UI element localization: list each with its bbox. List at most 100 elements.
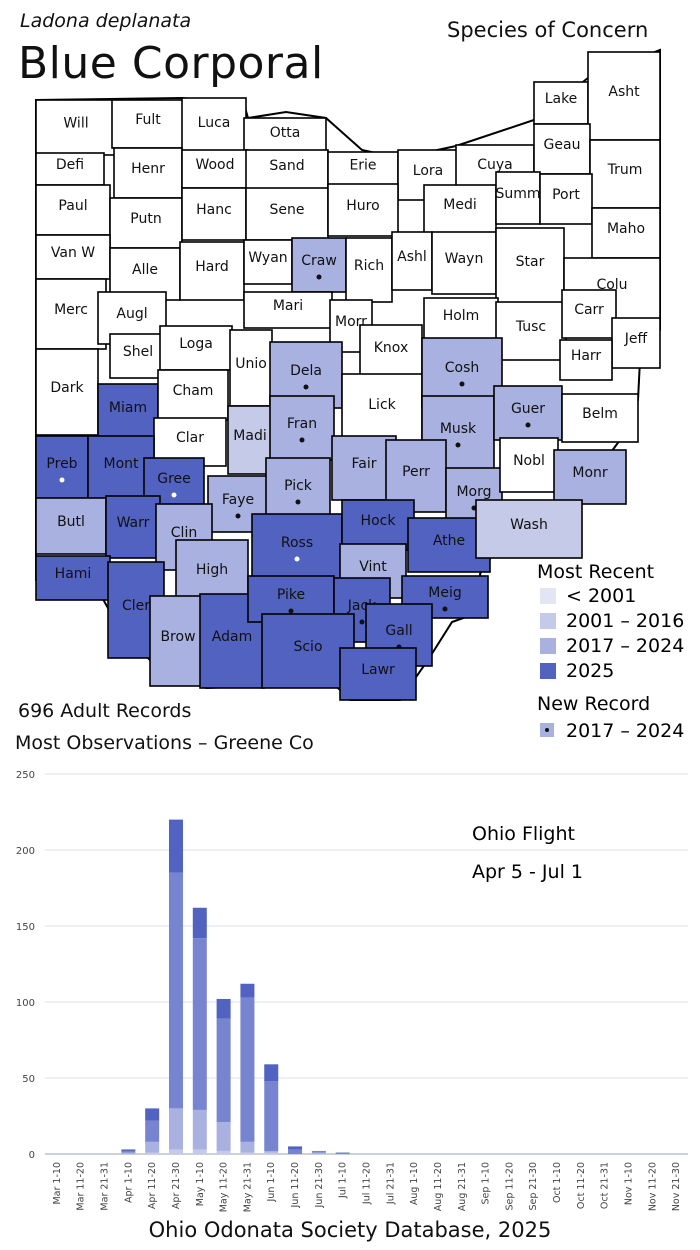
- county-label: Alle: [132, 262, 158, 278]
- county-shape: [495, 301, 567, 361]
- county-shape: [35, 152, 105, 186]
- new-record-marker: [171, 492, 177, 498]
- county-label: Dela: [290, 363, 322, 379]
- county-shape: [559, 339, 613, 381]
- county-label: Wyan: [248, 250, 287, 266]
- county-harr: Harr: [559, 339, 613, 381]
- county-shape: [539, 173, 593, 225]
- bar-segment: [216, 1150, 231, 1154]
- county-asht: Asht: [587, 51, 661, 141]
- county-shape: [475, 499, 583, 559]
- county-shape: [533, 123, 591, 175]
- county-label: Tusc: [515, 319, 546, 335]
- county-label: Henr: [131, 161, 165, 177]
- x-tick-label: Nov 11-20: [647, 1162, 658, 1211]
- chart-x-tick-labels: Mar 1-10 Mar 11-20 Mar 21-31 Apr 1-10 Apr 11…: [52, 1162, 682, 1212]
- county-lake: Lake: [533, 81, 589, 125]
- county-shape: [423, 297, 499, 343]
- bar-segment: [240, 997, 255, 1142]
- new-record-marker: [294, 556, 300, 562]
- county-label: Nobl: [513, 453, 545, 469]
- x-tick-label: Sep 11-20: [504, 1162, 515, 1211]
- county-label: Putn: [130, 211, 161, 227]
- county-shape: [109, 333, 167, 379]
- bar-segment: [121, 1152, 136, 1154]
- bar-segment: [264, 1064, 279, 1082]
- county-label: Faye: [222, 492, 254, 508]
- county-label: Loga: [179, 336, 213, 352]
- x-tick-label: Aug 1-10: [409, 1162, 420, 1205]
- county-knox: Knox: [359, 324, 423, 380]
- county-label: Summ: [495, 186, 540, 202]
- legend-title-new-record: New Record: [537, 693, 650, 715]
- county-shape: [327, 151, 399, 188]
- legend-title-most-recent: Most Recent: [537, 561, 654, 583]
- county-shape: [341, 373, 423, 445]
- county-wash: Wash: [475, 499, 583, 559]
- county-madi: Madi: [227, 405, 273, 475]
- county-lick: Lick: [341, 373, 423, 445]
- source-footer: Ohio Odonata Society Database, 2025: [148, 1218, 552, 1242]
- county-unio: Unio: [229, 329, 273, 407]
- county-trum: Trum: [589, 139, 661, 209]
- bar-segment: [145, 1108, 160, 1121]
- county-label: Pike: [277, 587, 305, 603]
- county-label: Guer: [511, 401, 545, 417]
- county-defi: Defi: [35, 152, 105, 186]
- county-label: Maho: [607, 221, 645, 237]
- chart-title: Ohio Flight: [472, 823, 575, 845]
- county-label: Lake: [545, 91, 578, 107]
- county-shape: [243, 239, 293, 285]
- county-pick: Pick: [265, 457, 331, 523]
- county-label: Hock: [361, 513, 397, 529]
- map-legend: Most Recent< 2001 2001 – 2016 2017 – 2024 2…: [537, 561, 684, 740]
- new-record-marker: [235, 513, 241, 519]
- county-geau: Geau: [533, 123, 591, 175]
- x-tick-label: Oct 11-20: [576, 1162, 587, 1209]
- county-label: Huro: [346, 198, 379, 214]
- county-hanc: Hanc: [181, 187, 247, 241]
- bar-segment: [145, 1152, 160, 1154]
- bar-segment: [121, 1150, 136, 1153]
- county-label: Lawr: [361, 662, 395, 678]
- county-shape: [113, 147, 183, 199]
- bar-segment: [335, 1152, 350, 1154]
- county-lawr: Lawr: [339, 647, 417, 701]
- county-paul: Paul: [35, 184, 111, 236]
- county-label: Scio: [293, 639, 322, 655]
- legend-swatch: [540, 638, 556, 654]
- x-tick-label: May 11-20: [219, 1162, 230, 1212]
- y-tick-label: 0: [29, 1150, 35, 1161]
- county-label: Wayn: [445, 251, 484, 267]
- county-label: Morr: [335, 314, 367, 330]
- county-shape: [227, 405, 273, 475]
- county-label: Otta: [270, 125, 301, 141]
- county-shape: [561, 393, 639, 443]
- new-record-marker: [288, 608, 294, 614]
- bar-segment: [192, 907, 207, 939]
- county-label: Knox: [374, 340, 408, 356]
- county-huro: Huro: [327, 183, 399, 237]
- county-shape: [495, 227, 565, 305]
- county-miam: Miam: [97, 383, 159, 441]
- county-wyan: Wyan: [243, 239, 293, 285]
- county-erie: Erie: [327, 151, 399, 188]
- county-sene: Sene: [245, 187, 329, 241]
- x-tick-label: Oct 1-10: [552, 1162, 563, 1203]
- y-tick-label: 200: [16, 846, 35, 857]
- county-putn: Putn: [109, 197, 183, 249]
- county-belm: Belm: [561, 393, 639, 443]
- county-will: Will: [35, 99, 117, 156]
- bar-segment: [145, 1141, 160, 1153]
- new-record-marker: [455, 442, 461, 448]
- county-holm: Holm: [423, 297, 499, 343]
- county-rich: Rich: [345, 237, 393, 303]
- county-shape: [327, 183, 399, 237]
- county-label: Brow: [160, 629, 195, 645]
- scientific-name: Ladona deplanata: [20, 10, 192, 32]
- county-label: Wash: [510, 517, 548, 533]
- legend-swatch: [540, 663, 556, 679]
- bar-segment: [216, 1018, 231, 1123]
- county-label: Cuya: [477, 157, 513, 173]
- bar-segment: [168, 872, 183, 1109]
